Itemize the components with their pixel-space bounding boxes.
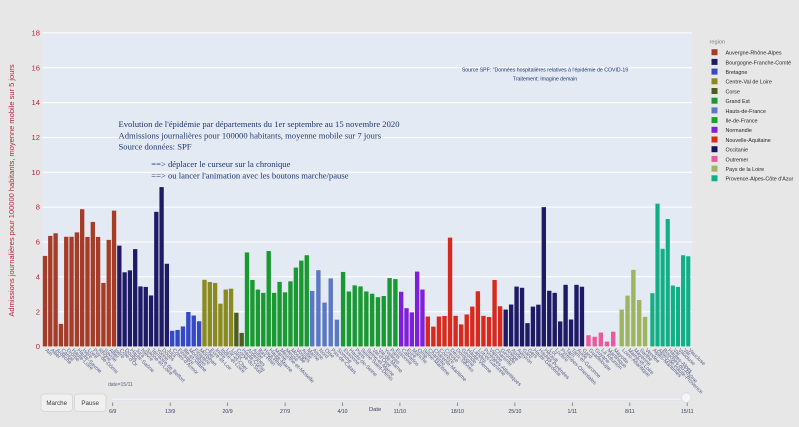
- svg-text:Pays de la Loire: Pays de la Loire: [726, 167, 765, 173]
- svg-text:18: 18: [32, 29, 40, 38]
- svg-text:Source données: SPF: Source données: SPF: [119, 142, 192, 152]
- svg-text:Lot: Lot: [548, 348, 558, 358]
- svg-text:8: 8: [36, 203, 40, 212]
- svg-text:Source SPF: "Données hospitali: Source SPF: "Données hospitalières relat…: [462, 68, 628, 74]
- svg-text:Var: Var: [671, 348, 681, 358]
- svg-text:Bourgogne-Franche-Comté: Bourgogne-Franche-Comté: [726, 60, 792, 66]
- svg-text:Jura: Jura: [165, 348, 177, 360]
- svg-text:Admissions journalières pour 1: Admissions journalières pour 100000 habi…: [119, 130, 382, 140]
- svg-text:14: 14: [32, 98, 40, 107]
- svg-text:Occitanie: Occitanie: [726, 148, 748, 154]
- svg-text:Grand Est: Grand Est: [726, 99, 751, 105]
- svg-text:Nouvelle-Aquitaine: Nouvelle-Aquitaine: [726, 138, 771, 144]
- svg-text:18/10: 18/10: [451, 409, 464, 415]
- svg-text:Ain: Ain: [44, 348, 54, 358]
- svg-text:Traitement: Imagine demain: Traitement: Imagine demain: [513, 77, 578, 83]
- svg-text:Bretagne: Bretagne: [726, 70, 748, 76]
- svg-text:Centre-Val de Loire: Centre-Val de Loire: [726, 80, 772, 86]
- svg-text:8/11: 8/11: [625, 409, 635, 415]
- svg-text:10: 10: [32, 168, 40, 177]
- svg-text:13/9: 13/9: [165, 409, 175, 415]
- svg-text:Var: Var: [682, 348, 692, 358]
- svg-text:Normandie: Normandie: [726, 128, 752, 134]
- svg-text:12: 12: [32, 133, 40, 142]
- svg-text:Marche: Marche: [46, 400, 67, 407]
- svg-text:6: 6: [36, 238, 40, 247]
- svg-text:region: region: [710, 40, 726, 46]
- svg-text:Ile-de-France: Ile-de-France: [726, 119, 758, 125]
- svg-text:Corse: Corse: [726, 89, 740, 95]
- svg-text:==> déplacer le curseur sur la: ==> déplacer le curseur sur la chronique: [151, 159, 290, 169]
- svg-text:4: 4: [36, 272, 40, 281]
- svg-text:Date: Date: [369, 407, 381, 413]
- svg-text:Outremer: Outremer: [726, 157, 749, 163]
- svg-text:16: 16: [32, 63, 40, 72]
- svg-text:15/11: 15/11: [681, 409, 694, 415]
- svg-text:Admissions journalières pour 1: Admissions journalières pour 100000 habi…: [7, 64, 16, 316]
- svg-text:Tarn: Tarn: [564, 348, 576, 360]
- svg-text:date=15/11: date=15/11: [108, 382, 133, 388]
- svg-text:Evolution de l'épidémie par dé: Evolution de l'épidémie par départements…: [119, 119, 400, 129]
- svg-text:25/10: 25/10: [508, 409, 521, 415]
- svg-text:2: 2: [36, 307, 40, 316]
- svg-text:27/9: 27/9: [280, 409, 290, 415]
- svg-text:Provence-Alpes-Côte d'Azur: Provence-Alpes-Côte d'Azur: [726, 177, 794, 183]
- svg-text:==> ou lancer l'animation avec: ==> ou lancer l'animation avec les bouto…: [151, 170, 348, 180]
- svg-text:Pause: Pause: [81, 400, 99, 407]
- svg-text:11/10: 11/10: [394, 409, 407, 415]
- svg-text:20/9: 20/9: [223, 409, 233, 415]
- svg-text:4/10: 4/10: [337, 409, 347, 415]
- svg-text:1/11: 1/11: [567, 409, 577, 415]
- svg-text:Hauts-de-France: Hauts-de-France: [726, 109, 766, 115]
- svg-text:6/9: 6/9: [109, 409, 116, 415]
- svg-text:Auvergne-Rhône-Alpes: Auvergne-Rhône-Alpes: [726, 51, 782, 57]
- svg-text:0: 0: [36, 342, 40, 351]
- svg-text:Jura: Jura: [134, 348, 146, 360]
